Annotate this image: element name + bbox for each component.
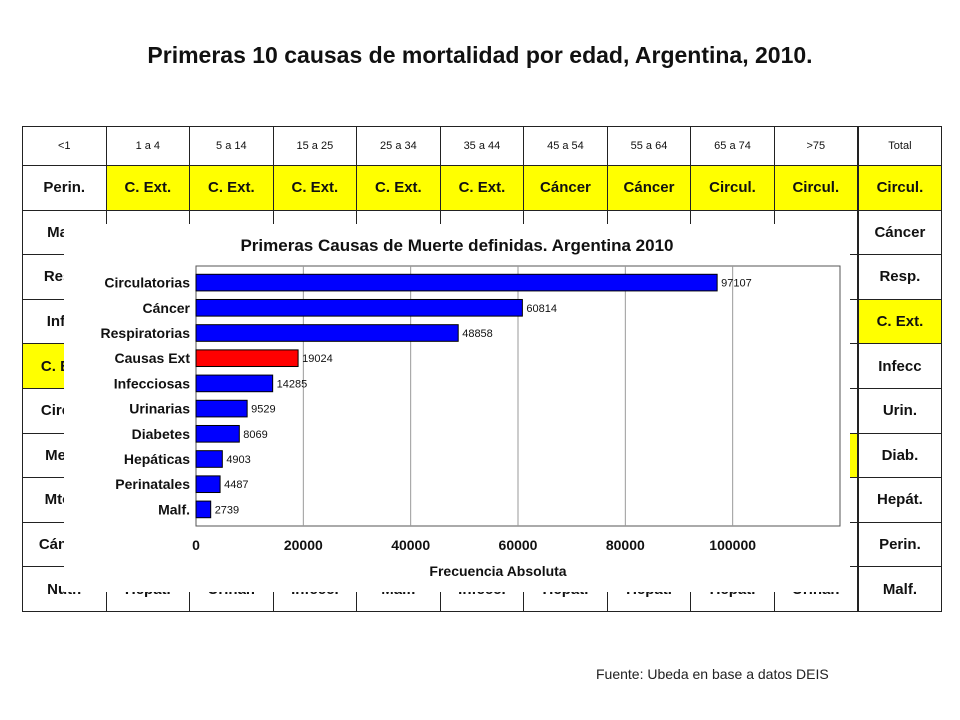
source-note: Fuente: Ubeda en base a datos DEIS [596, 666, 829, 682]
bar [195, 399, 248, 418]
column-header: 25 a 34 [356, 126, 441, 166]
data-label: 14285 [277, 378, 308, 390]
table-cell: Cáncer [606, 165, 692, 211]
column-header: <1 [22, 126, 107, 166]
table-cell: C. Ext. [856, 298, 942, 345]
x-axis-label: Frecuencia Absoluta [429, 563, 566, 579]
table-cell: C. Ext. [356, 165, 441, 211]
table-row: Perin. C. Ext. C. Ext. C. Ext. C. Ext. C. Ext… [22, 165, 942, 211]
column-header: 55 a 64 [606, 126, 692, 166]
bar [195, 500, 212, 519]
table-cell: Resp. [856, 254, 942, 300]
bar-chart: Primeras Causas de Muerte definidas. Arg… [101, 236, 841, 579]
category-label: Respiratorias [101, 325, 191, 341]
bar [195, 374, 274, 393]
category-label: Hepáticas [124, 451, 190, 467]
data-label: 48858 [462, 328, 493, 340]
category-label: Circulatorias [104, 275, 190, 291]
x-tick-label: 100000 [709, 537, 756, 553]
bar [195, 273, 718, 292]
x-tick-label: 80000 [606, 537, 645, 553]
bar [195, 324, 459, 342]
x-tick-label: 20000 [284, 537, 323, 553]
column-header: 5 a 14 [189, 126, 274, 166]
x-tick-label: 60000 [499, 537, 538, 553]
table-cell: Cáncer [856, 209, 942, 256]
table-cell: Hepát. [856, 477, 942, 523]
table-cell: Perin. [856, 521, 942, 568]
table-cell: C. Ext. [439, 165, 525, 211]
table-cell: Urin. [856, 387, 942, 434]
table-cell: C. Ext. [189, 165, 274, 211]
bar [195, 424, 240, 443]
bar [195, 475, 221, 494]
data-label: 4487 [224, 479, 248, 491]
category-label: Perinatales [115, 476, 190, 492]
column-header: 35 a 44 [439, 126, 525, 166]
category-label: Urinarias [129, 401, 190, 417]
column-header: 15 a 25 [272, 126, 358, 166]
data-label: 2739 [215, 504, 239, 516]
chart-title: Primeras Causas de Muerte definidas. Arg… [240, 236, 673, 255]
page-title: Primeras 10 causas de mortalidad por eda… [147, 42, 813, 68]
data-label: 19024 [302, 353, 333, 365]
data-label: 4903 [226, 454, 250, 466]
column-header: 1 a 4 [105, 126, 191, 166]
table-cell: Perin. [22, 165, 107, 211]
table-cell: C. Ext. [272, 165, 358, 211]
column-header: 45 a 54 [523, 126, 608, 166]
category-label: Diabetes [132, 426, 191, 442]
x-tick-label: 40000 [391, 537, 430, 553]
category-label: Infecciosas [114, 375, 190, 391]
category-label: Causas Ext [115, 350, 191, 366]
chart-panel: Primeras Causas de Muerte definidas. Arg… [64, 224, 850, 592]
table-cell: Circul. [773, 165, 859, 211]
category-label: Cáncer [143, 300, 191, 316]
data-label: 8069 [243, 429, 267, 441]
table-cell: Circul. [690, 165, 775, 211]
table-cell: Circul. [856, 165, 942, 211]
column-header: 65 a 74 [690, 126, 775, 166]
table-cell: C. Ext. [105, 165, 191, 211]
table-cell: Infecc [856, 343, 942, 389]
category-label: Malf. [158, 501, 190, 517]
data-label: 60814 [526, 303, 557, 315]
bar [195, 450, 223, 468]
bar [195, 349, 299, 368]
table-cell: Cáncer [523, 165, 608, 211]
column-header: Total [856, 126, 942, 166]
table-cell: Diab. [856, 432, 942, 479]
data-label: 9529 [251, 404, 275, 416]
column-header: >75 [773, 126, 859, 166]
table-cell: Malf. [856, 566, 942, 612]
x-tick-label: 0 [192, 537, 200, 553]
bar [195, 298, 523, 317]
data-label: 97107 [721, 278, 752, 290]
